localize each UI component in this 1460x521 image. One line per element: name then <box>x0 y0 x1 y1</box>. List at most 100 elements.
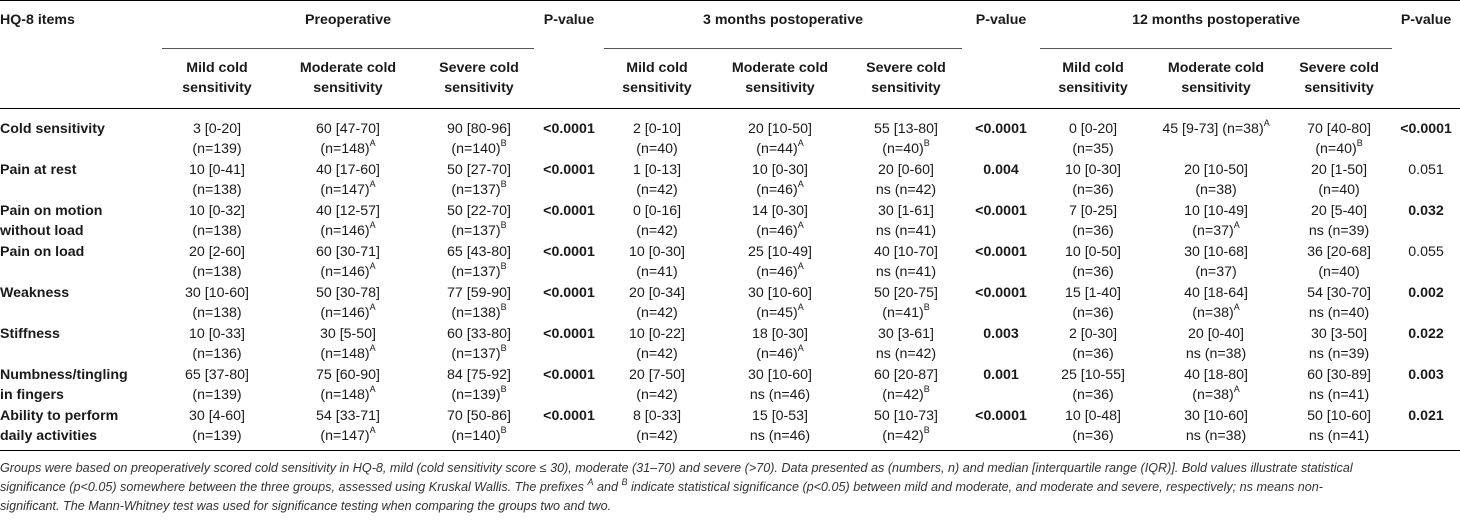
cell-n-text: (n=40) <box>1315 141 1357 157</box>
header-row-groups: HQ-8 items Preoperative P-value 3 months… <box>0 0 1460 109</box>
cell-median: 65 [37-80] <box>162 365 272 385</box>
cell-n: ns (n=46) <box>710 426 850 446</box>
data-cell: 30 [3-50] ns (n=39) <box>1286 323 1392 364</box>
data-cell: 40 [10-70] ns (n=41) <box>850 241 962 282</box>
data-cell: 10 [10-49] (n=37)A <box>1146 200 1286 241</box>
cell-n: ns (n=46) <box>710 385 850 405</box>
data-cell: 10 [0-33] (n=136) <box>162 323 272 364</box>
cell-median: 30 [10-60] <box>162 283 272 303</box>
cell-n-text: ns (n=42) <box>875 182 937 198</box>
cell-median-text: 30 [10-60] <box>185 285 249 301</box>
subheader-label: Severe cold sensitivity <box>424 58 534 98</box>
data-cell: 50 [22-70] (n=137)B <box>424 200 534 241</box>
significance-superscript: A <box>369 220 376 231</box>
data-cell: 50 [20-75] (n=41)B <box>850 282 962 323</box>
cell-median: 20 [10-50] <box>710 119 850 139</box>
subheader-line: sensitivity <box>313 80 383 96</box>
cell-median: 15 [1-40] <box>1040 283 1146 303</box>
cell-median: 20 [0-34] <box>604 283 710 303</box>
row-item-text: Weakness <box>0 285 70 301</box>
cell-n-text: ns (n=42) <box>875 346 937 362</box>
cell-n-text: ns (n=38) <box>1185 346 1247 362</box>
cell-n-text: (n=37) <box>1195 264 1237 280</box>
pvalue-cell: <0.0001 <box>962 109 1040 160</box>
significance-superscript: B <box>500 302 507 313</box>
cell-n-text: ns (n=46) <box>749 387 811 403</box>
data-cell: 10 [0-32] (n=138) <box>162 200 272 241</box>
footnote-text-2a: significance (p<0.05) somewhere between … <box>0 480 588 494</box>
cell-n: (n=139) <box>162 385 272 405</box>
pvalue-cell: <0.0001 <box>534 405 604 451</box>
header-row-subcols: Mild cold sensitivity Moderate cold sensiti… <box>0 48 1460 109</box>
cell-median-text: 30 [5-50] <box>319 326 376 342</box>
table-row: Stiffness 10 [0-33] (n=136) 30 [5-50] (n=148… <box>0 323 1460 364</box>
significance-superscript: B <box>923 302 930 313</box>
cell-n: ns (n=41) <box>850 262 962 282</box>
cell-n: (n=41) <box>604 262 710 282</box>
cell-n: (n=36) <box>1040 180 1146 200</box>
cell-median-text: 30 [10-60] <box>748 367 812 383</box>
cell-median: 30 [4-60] <box>162 406 272 426</box>
cell-median: 30 [3-61] <box>850 324 962 344</box>
pvalue-cell: 0.032 <box>1392 200 1460 241</box>
data-cell: 30 [1-61] ns (n=41) <box>850 200 962 241</box>
pvalue-cell: <0.0001 <box>534 364 604 405</box>
cell-median: 40 [18-64] <box>1146 283 1286 303</box>
data-cell: 40 [17-60] (n=147)A <box>272 159 424 200</box>
cell-median: 40 [17-60] <box>272 160 424 180</box>
cell-median: 40 [10-70] <box>850 242 962 262</box>
table-row: Weakness 30 [10-60] (n=138) 50 [30-78] (n=14… <box>0 282 1460 323</box>
cell-n-text: (n=139) <box>192 387 242 403</box>
cell-median-text: 20 [0-60] <box>878 162 935 178</box>
cell-n: (n=42) <box>604 180 710 200</box>
cell-median: 30 [1-61] <box>850 201 962 221</box>
pvalue-text: <0.0001 <box>543 408 595 424</box>
cell-median-text: 20 [5-40] <box>1311 203 1368 219</box>
subheader-line: Severe cold <box>866 60 946 76</box>
data-cell: 50 [10-73] (n=42)B <box>850 405 963 451</box>
cell-median: 2 [0-10] <box>604 119 710 139</box>
pvalue-cell: 0.021 <box>1392 405 1460 451</box>
pvalue-cell: 0.022 <box>1392 323 1460 364</box>
cell-median: 54 [33-71] <box>272 406 424 426</box>
cell-n: (n=138) <box>162 303 272 323</box>
pvalue-cell: 0.003 <box>1392 364 1460 405</box>
cell-n-text: (n=37) <box>1192 223 1234 239</box>
cell-median-text: 1 [0-13] <box>632 162 682 178</box>
cell-n: (n=38)A <box>1146 385 1286 405</box>
cell-n-text: (n=42) <box>882 387 924 403</box>
row-item-text: daily activities <box>0 428 97 444</box>
pvalue-cell: 0.002 <box>1392 282 1460 323</box>
cell-n: ns (n=40) <box>1286 303 1392 323</box>
results-table-container: HQ-8 items Preoperative P-value 3 months… <box>0 0 1460 451</box>
pvalue-cell: <0.0001 <box>534 159 604 200</box>
cell-median-text: 10 [0-30] <box>751 162 808 178</box>
cell-n-text: ns (n=39) <box>1308 223 1370 239</box>
data-cell: 0 [0-20] (n=35) <box>1040 109 1146 160</box>
cell-n: (n=139)B <box>424 385 534 405</box>
cell-median: 30 [10-60] <box>1146 406 1286 426</box>
cell-n: (n=36) <box>1040 262 1146 282</box>
subheader-line: sensitivity <box>745 80 815 96</box>
cell-n-text: (n=148) <box>320 141 370 157</box>
cell-n: (n=42) <box>604 385 710 405</box>
cell-median: 0 [0-16] <box>604 201 710 221</box>
cell-median: 55 [13-80] <box>850 119 962 139</box>
cell-median-text: 54 [30-70] <box>1307 285 1371 301</box>
cell-n: (n=38)A <box>1146 303 1286 323</box>
cell-n-text: (n=147) <box>320 182 370 198</box>
cell-n: (n=137)B <box>424 180 534 200</box>
subheader-g2-s2: Severe cold sensitivity <box>1286 48 1393 109</box>
pvalue-cell: 0.003 <box>962 323 1040 364</box>
cell-n-text: (n=38) <box>1192 387 1234 403</box>
cell-n-text: (n=36) <box>1072 387 1114 403</box>
cell-median-text: 50 [22-70] <box>447 203 511 219</box>
cell-median-text: 18 [0-30] <box>751 326 808 342</box>
cell-n: (n=40) <box>1286 262 1392 282</box>
table-row: Cold sensitivity 3 [0-20] (n=139) 60 [47-70… <box>0 109 1460 160</box>
cell-median: 84 [75-92] <box>424 365 534 385</box>
cell-median-text: 10 [0-41] <box>188 162 245 178</box>
cell-n: (n=40)B <box>850 139 962 159</box>
cell-n: (n=146)A <box>272 262 424 282</box>
pvalue-text: 0.003 <box>983 326 1019 342</box>
